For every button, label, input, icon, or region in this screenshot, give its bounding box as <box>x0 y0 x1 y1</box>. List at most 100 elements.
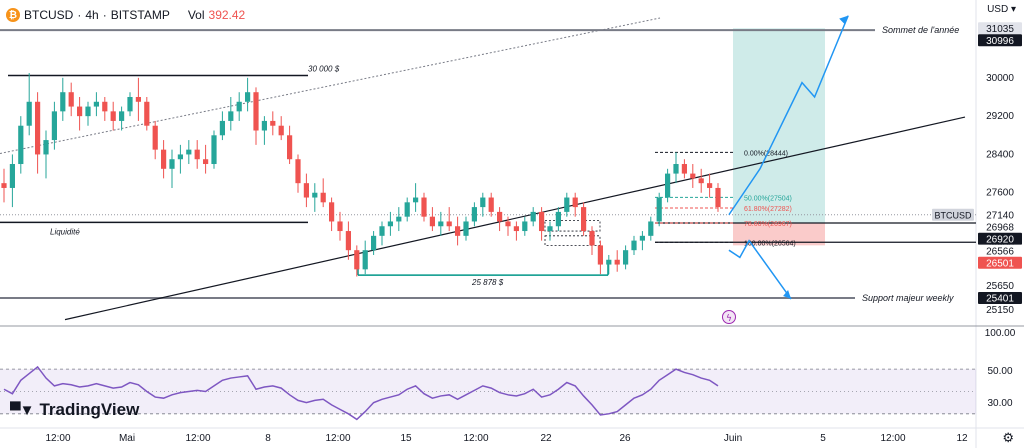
rsi-line <box>3 365 719 421</box>
volume-value: 392.42 <box>208 8 246 22</box>
candle-body <box>681 164 687 174</box>
candle-body <box>219 120 225 136</box>
candle-body <box>488 197 494 212</box>
candle-body <box>639 235 645 241</box>
candle-body <box>295 159 301 184</box>
candle-body <box>446 221 452 227</box>
time-tick-label: 8 <box>265 433 271 444</box>
candle-body <box>77 106 83 117</box>
candle-body <box>505 221 511 227</box>
candle-body <box>463 221 469 236</box>
candle-body <box>211 135 217 165</box>
candle-body <box>371 235 377 251</box>
tradingview-logo: ▀▼ TradingView <box>10 400 139 420</box>
time-tick-label: 12:00 <box>185 433 210 444</box>
symbol-exchange: BITSTAMP <box>110 8 170 22</box>
rsi-tick-label: 50.00 <box>987 366 1012 377</box>
annotation-support: Support majeur weekly <box>862 293 954 303</box>
candle-body <box>203 159 209 165</box>
price-tick-label: 29200 <box>986 111 1014 122</box>
bullish-arrow-head <box>839 15 849 25</box>
price-tag <box>978 22 1022 35</box>
rsi-tick-label: 30.00 <box>987 398 1012 409</box>
candle-body <box>438 221 444 227</box>
time-tick-label: Mai <box>119 433 135 444</box>
price-tag <box>978 256 1022 269</box>
price-tick-label: 30000 <box>986 73 1014 84</box>
price-tick-label: 25150 <box>986 305 1014 316</box>
bearish-projection-arrow <box>728 239 792 300</box>
candle-body <box>564 197 570 212</box>
bitcoin-icon: ₿ <box>6 8 20 22</box>
price-tick-label: 27600 <box>986 188 1014 199</box>
candle-body <box>278 125 284 136</box>
candle-body <box>480 197 486 208</box>
price-tag-label: 25401 <box>986 294 1014 305</box>
price-tag-label: 30996 <box>986 36 1014 47</box>
candle-body <box>513 226 519 232</box>
candle-body <box>539 211 545 232</box>
candle-body <box>648 221 654 236</box>
candle-body <box>572 197 578 208</box>
lightning-icon <box>722 310 736 324</box>
candle-body <box>228 111 234 121</box>
candle-body <box>589 231 595 246</box>
candle-body <box>345 231 351 251</box>
candle-body <box>60 92 66 112</box>
candle-body <box>194 149 200 160</box>
candle-body <box>127 96 133 112</box>
symbol-header[interactable]: ₿ BTCUSD · 4h · BITSTAMP Vol 392.42 <box>6 6 245 24</box>
time-tick-label: 22 <box>540 433 552 444</box>
candle-body <box>102 101 108 112</box>
candle-body <box>396 216 402 222</box>
candle-body <box>236 101 242 112</box>
consolidation-box <box>544 220 601 232</box>
candle-body <box>606 259 612 265</box>
candle-body <box>35 101 41 155</box>
candle-body <box>623 250 629 265</box>
candle-body <box>362 250 368 270</box>
annotation-30000: 30 000 $ <box>308 64 340 73</box>
candle-body <box>93 101 99 107</box>
bullish-projection-arrow <box>728 15 849 216</box>
lightning-icon-glyph: ϟ <box>726 314 732 324</box>
price-tag <box>978 220 1022 233</box>
time-tick-label: 12:00 <box>463 433 488 444</box>
profit-zone <box>733 28 825 223</box>
symbol-interval: 4h <box>85 8 99 22</box>
tradingview-logo-icon: ▀▼ <box>10 401 35 419</box>
candle-body <box>253 92 259 131</box>
candle-body <box>379 226 385 236</box>
loss-zone <box>733 222 825 246</box>
candle-body <box>530 211 536 222</box>
time-tick-label: 12 <box>956 433 968 444</box>
price-tag <box>978 244 1022 257</box>
price-tag <box>978 292 1022 305</box>
candle-body <box>144 101 150 126</box>
fib-level-label: 100.00%(26564) <box>744 240 796 247</box>
candle-body <box>312 192 318 198</box>
gear-icon[interactable]: ⚙ <box>1002 430 1014 445</box>
annotation-25878: 25 878 $ <box>471 278 504 287</box>
rsi-tick-label: 100.00 <box>985 328 1016 339</box>
candle-body <box>522 221 528 232</box>
time-tick-label: 12:00 <box>45 433 70 444</box>
currency-selector[interactable]: USD ▾ <box>987 4 1016 15</box>
price-tag-label: 27140 <box>986 210 1014 221</box>
candle-body <box>85 106 91 117</box>
candle-body <box>656 197 662 222</box>
candle-body <box>177 154 183 160</box>
time-tick-label: 26 <box>619 433 631 444</box>
candle-body <box>354 250 360 270</box>
candle-body <box>43 140 49 155</box>
candle-body <box>169 159 175 169</box>
price-tag <box>978 208 1022 221</box>
candle-body <box>673 164 679 174</box>
price-tag-label: 31035 <box>986 24 1014 35</box>
candle-body <box>135 96 141 102</box>
candle-body <box>690 173 696 179</box>
tradingview-logo-text: TradingView <box>39 400 140 419</box>
fib-level-label: 50.00%(27504) <box>744 195 792 202</box>
fib-level-label: 78.60%(26967) <box>744 221 792 228</box>
